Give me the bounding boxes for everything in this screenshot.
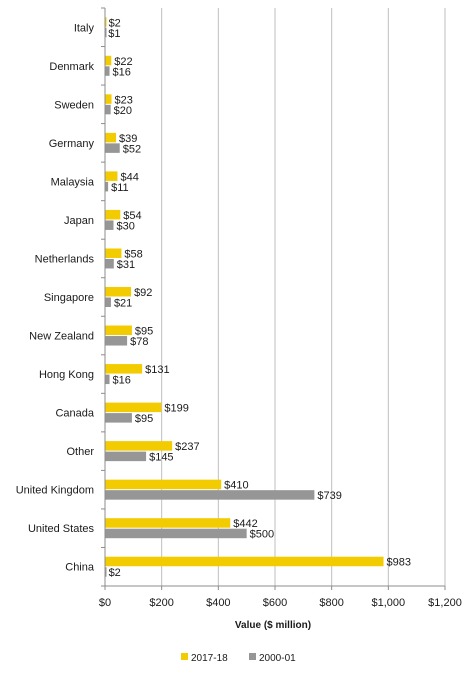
data-label: $21 [114, 298, 132, 310]
x-tick-label: $800 [319, 597, 343, 609]
data-label: $131 [145, 364, 169, 376]
category-label: Japan [64, 215, 94, 227]
bar-2017-18 [105, 94, 112, 104]
bar-2000-01 [105, 297, 111, 307]
bar-2000-01 [105, 567, 107, 577]
category-label: United Kingdom [16, 485, 94, 497]
x-tick-label: $1,000 [372, 597, 406, 609]
bar-2000-01 [105, 413, 132, 423]
bar-2000-01 [105, 490, 315, 500]
data-label: $16 [113, 375, 131, 387]
bar-2017-18 [105, 364, 143, 374]
data-label: $2 [109, 17, 121, 29]
category-label: Malaysia [51, 176, 95, 188]
category-label: New Zealand [29, 331, 94, 343]
data-label: $58 [124, 248, 142, 260]
bar-2000-01 [105, 104, 111, 115]
data-label: $95 [135, 413, 153, 425]
category-label: Canada [55, 408, 94, 420]
bar-2017-18 [105, 132, 117, 143]
category-label: Hong Kong [39, 369, 94, 381]
data-label: $16 [113, 66, 131, 78]
bar-2017-18 [105, 402, 162, 413]
legend-label: 2017-18 [191, 653, 228, 664]
data-label: $145 [149, 452, 173, 464]
data-labels: $2$1$22$16$23$20$39$52$44$11$54$30$58$31… [108, 17, 411, 579]
bar-2017-18 [105, 209, 121, 220]
bar-2017-18 [105, 479, 222, 490]
data-label: $199 [164, 403, 188, 415]
data-label: $237 [175, 441, 199, 453]
axes: $0 $200 $400 $600 $800 $1,000 $1,200 Italy Denma… [16, 7, 462, 609]
category-label: Netherlands [35, 253, 95, 265]
category-label: Sweden [54, 99, 94, 111]
legend-swatch [181, 653, 188, 660]
bar-2000-01 [105, 451, 147, 462]
bar-2017-18 [105, 556, 384, 567]
x-axis-title: Value ($ million) [235, 620, 311, 631]
data-label: $739 [317, 490, 341, 502]
data-label: $30 [117, 220, 135, 232]
bar-2000-01 [105, 374, 110, 385]
category-label: Other [66, 446, 94, 458]
x-tick-label: $600 [263, 597, 287, 609]
bar-2000-01 [105, 27, 107, 38]
data-label: $500 [250, 529, 274, 541]
bar-2017-18 [105, 287, 132, 297]
bar-2000-01 [105, 220, 114, 230]
bar-2000-01 [105, 66, 110, 76]
bar-2017-18 [105, 248, 122, 258]
data-label: $20 [114, 105, 132, 117]
data-label: $1 [108, 28, 120, 40]
x-tick-label: $1,200 [428, 597, 462, 609]
data-label: $22 [114, 56, 132, 68]
bar-2017-18 [105, 17, 107, 27]
bar-2000-01 [105, 181, 109, 192]
data-label: $39 [119, 133, 137, 145]
category-label: Denmark [49, 61, 94, 73]
data-label: $92 [134, 287, 152, 299]
data-label: $95 [135, 326, 153, 338]
bar-2000-01 [105, 336, 128, 346]
data-label: $983 [387, 557, 411, 569]
category-label: Italy [74, 22, 95, 34]
bar-2017-18 [105, 171, 118, 181]
bar-2017-18 [105, 441, 173, 451]
legend: 2017-18 2000-01 [181, 653, 296, 664]
category-label: China [65, 562, 95, 574]
category-label: United States [28, 523, 95, 535]
bar-2000-01 [105, 258, 114, 269]
category-label: Germany [49, 138, 95, 150]
bar-2000-01 [105, 143, 120, 153]
data-label: $54 [123, 210, 141, 222]
category-label: Singapore [44, 292, 94, 304]
gridlines [161, 8, 446, 586]
x-tick-label: $0 [99, 597, 111, 609]
data-label: $78 [130, 336, 148, 348]
legend-label: 2000-01 [259, 653, 296, 664]
data-label: $52 [123, 143, 141, 155]
data-label: $31 [117, 259, 135, 271]
x-tick-label: $200 [149, 597, 173, 609]
data-label: $2 [109, 567, 121, 579]
x-tick-label: $400 [206, 597, 230, 609]
bar-2000-01 [105, 528, 247, 539]
bar-2017-18 [105, 55, 112, 66]
data-label: $442 [233, 518, 257, 530]
data-label: $44 [120, 171, 138, 183]
legend-swatch [249, 653, 256, 660]
bars [105, 17, 384, 577]
data-label: $410 [224, 480, 248, 492]
bar-2017-18 [105, 518, 231, 528]
data-label: $23 [115, 94, 133, 106]
bar-2017-18 [105, 325, 132, 336]
data-label: $11 [111, 182, 129, 194]
